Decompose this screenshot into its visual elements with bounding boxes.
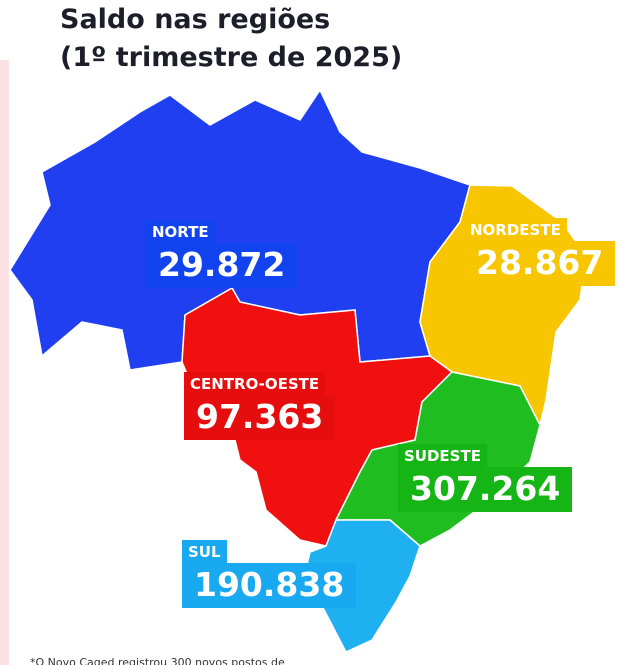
region-value: 307.264 bbox=[398, 467, 573, 512]
region-name: NORDESTE bbox=[464, 218, 567, 241]
footnote: *O Novo Caged registrou 300 novos postos… bbox=[30, 656, 285, 665]
region-label: NORTE 29.872 bbox=[146, 220, 298, 288]
region-label: SUDESTE 307.264 bbox=[398, 444, 573, 512]
region-name: CENTRO-OESTE bbox=[184, 372, 326, 395]
region-name: SUDESTE bbox=[398, 444, 487, 467]
region-name: SUL bbox=[182, 540, 227, 563]
title-line: Saldo nas regiões bbox=[60, 4, 331, 35]
region-name: NORTE bbox=[146, 220, 215, 243]
region-label: CENTRO-OESTE 97.363 bbox=[184, 372, 336, 440]
title-line: (1º trimestre de 2025) bbox=[60, 42, 403, 73]
region-value: 97.363 bbox=[184, 395, 336, 440]
region-value: 29.872 bbox=[146, 243, 298, 288]
region-value: 190.838 bbox=[182, 563, 357, 608]
region-label: NORDESTE 28.867 bbox=[464, 218, 616, 286]
region-sul bbox=[301, 519, 421, 653]
region-value: 28.867 bbox=[464, 241, 616, 286]
region-label: SUL 190.838 bbox=[182, 540, 357, 608]
side-stripe bbox=[0, 60, 9, 665]
